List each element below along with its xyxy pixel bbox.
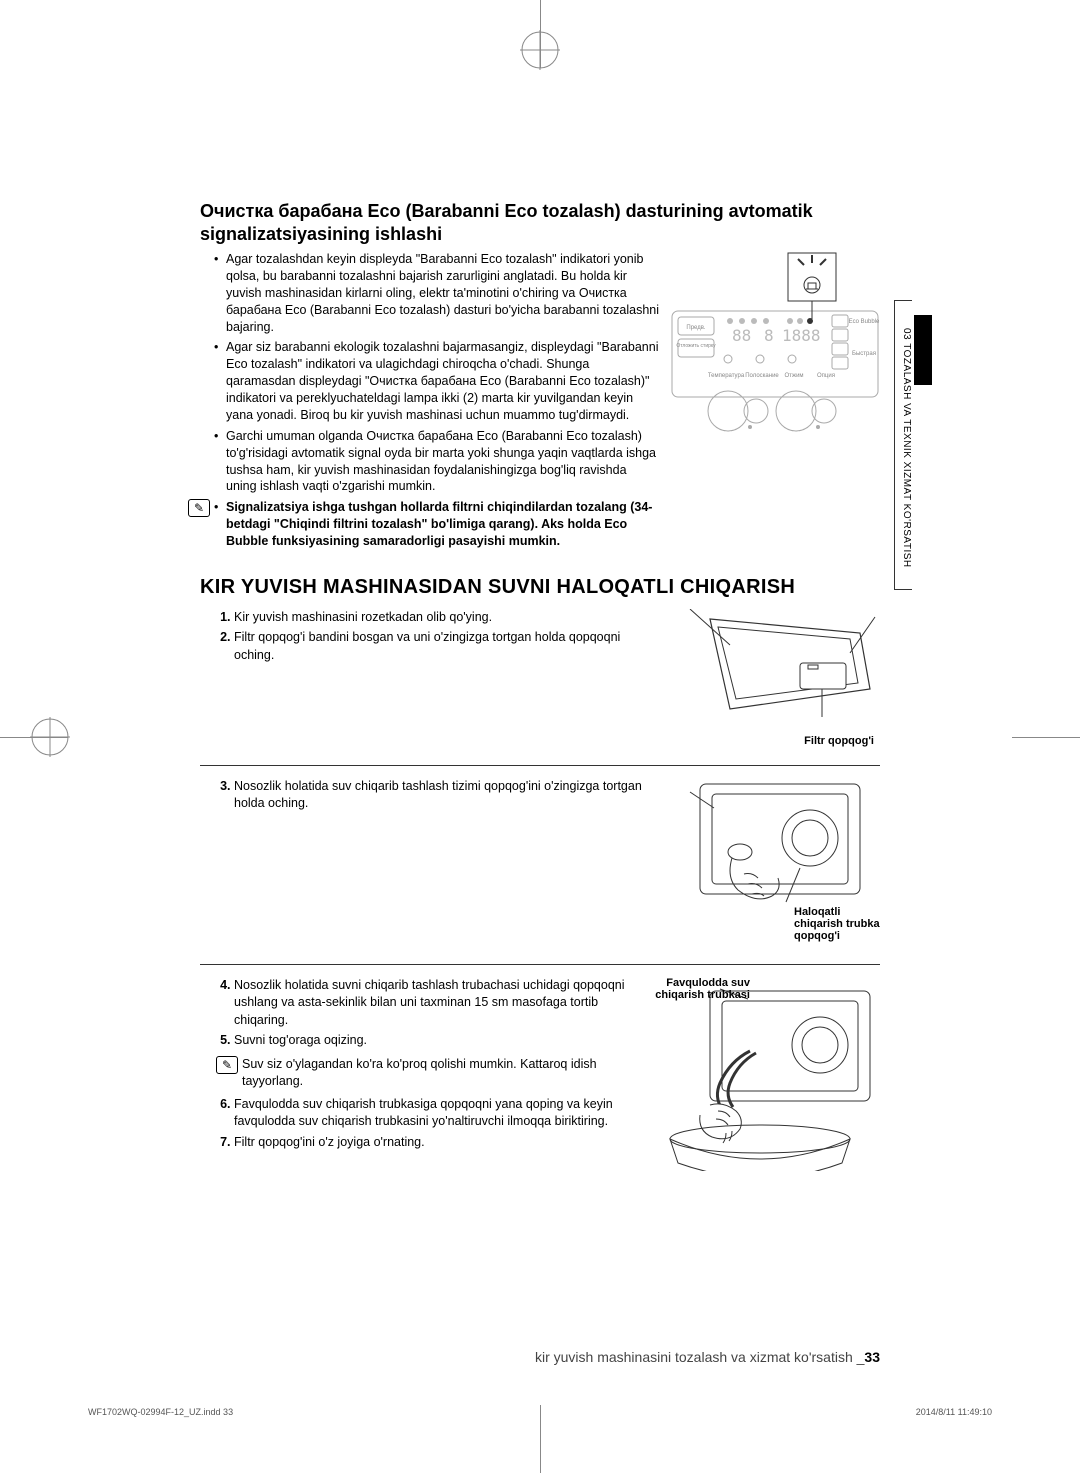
crop-circle-top (520, 30, 560, 70)
inline-note: ✎ Suv siz o'ylagandan ko'ra ko'proq qoli… (216, 1056, 626, 1090)
page-number: 33 (864, 1349, 880, 1365)
svg-text:Температура: Температура (708, 373, 745, 379)
svg-text:Быстрая: Быстрая (852, 351, 876, 357)
step-item: Kir yuvish mashinasini rozetkadan olib q… (234, 609, 656, 627)
svg-text:Предв.: Предв. (686, 325, 706, 331)
step-item: Nosozlik holatida suvni chiqarib tashlas… (234, 977, 626, 1030)
svg-text:Eco Bubble: Eco Bubble (849, 319, 880, 325)
figure-label: Haloqatli chiqarish trubka qopqog'i (794, 906, 884, 942)
bullet-list: Agar tozalashdan keyin displeyda "Baraba… (200, 251, 660, 550)
figure-filter-cover: Filtr qopqog'i (670, 609, 880, 749)
crop-mark (1012, 737, 1080, 738)
svg-text:Опция: Опция (817, 373, 835, 379)
note-icon: ✎ (188, 499, 210, 517)
svg-text:Отложить стирку: Отложить стирку (676, 343, 716, 349)
note-icon: ✎ (216, 1056, 238, 1074)
bullet-item: Agar siz barabanni ekologik tozalashni b… (214, 339, 660, 423)
bullet-item: Agar tozalashdan keyin displeyda "Baraba… (214, 251, 660, 335)
note-text: Signalizatsiya ishga tushgan hollarda fi… (226, 500, 652, 548)
step-item: Suvni tog'oraga oqizing. (234, 1032, 626, 1050)
footer-text: kir yuvish mashinasini tozalash va xizma… (535, 1349, 864, 1365)
steps-list: Nosozlik holatida suvni chiqarib tashlas… (200, 977, 626, 1050)
svg-text:1888: 1888 (782, 326, 821, 345)
step-item: Filtr qopqog'i bandini bosgan va uni o'z… (234, 629, 656, 664)
control-panel-illustration: Предв. Отложить стирку 88 8 1888 Eco Bub… (670, 251, 880, 451)
figure-emergency-drain: Favqulodda suv chiqarish trubkasi (640, 977, 880, 1167)
svg-text:88: 88 (732, 326, 751, 345)
page-footer: kir yuvish mashinasini tozalash va xizma… (200, 1349, 880, 1365)
imprint-right: 2014/8/11 11:49:10 (916, 1407, 992, 1417)
crop-circle-left (30, 717, 70, 757)
side-tab: 03 TOZALASH VA TEXNIK XIZMAT KO'RSATISH (894, 300, 912, 590)
figure-drain-cap: Haloqatli chiqarish trubka qopqog'i (670, 778, 880, 948)
svg-text:8: 8 (764, 326, 774, 345)
steps-list: Kir yuvish mashinasini rozetkadan olib q… (200, 609, 656, 665)
figure-label: Filtr qopqog'i (804, 735, 874, 747)
side-tab-marker (914, 315, 932, 385)
subsection-title: Очистка барабана Eco (Barabanni Eco toza… (200, 200, 880, 245)
step-item: Nosozlik holatida suv chiqarib tashlash … (234, 778, 656, 813)
step-item: Favqulodda suv chiqarish trubkasiga qopq… (234, 1096, 626, 1131)
svg-text:Отжим: Отжим (784, 373, 803, 379)
steps-list: Nosozlik holatida suv chiqarib tashlash … (200, 778, 656, 813)
inline-note-text: Suv siz o'ylagandan ko'ra ko'proq qolish… (242, 1057, 597, 1088)
steps-list: Favqulodda suv chiqarish trubkasiga qopq… (200, 1096, 626, 1152)
section-heading: KIR YUVISH MASHINASIDAN SUVNI HALOQATLI … (200, 576, 880, 599)
note-item: ✎ Signalizatsiya ishga tushgan hollarda … (214, 499, 660, 550)
page-content: Очистка барабана Eco (Barabanni Eco toza… (200, 200, 880, 1171)
bullet-item: Garchi umuman olganda Очистка барабана E… (214, 428, 660, 496)
imprint-left: WF1702WQ-02994F-12_UZ.indd 33 (88, 1407, 233, 1417)
figure-label: Favqulodda suv chiqarish trubkasi (640, 977, 750, 1001)
crop-mark (540, 1405, 541, 1473)
svg-text:Полоскание: Полоскание (745, 373, 779, 379)
step-item: Filtr qopqog'ini o'z joyiga o'rnating. (234, 1134, 626, 1152)
